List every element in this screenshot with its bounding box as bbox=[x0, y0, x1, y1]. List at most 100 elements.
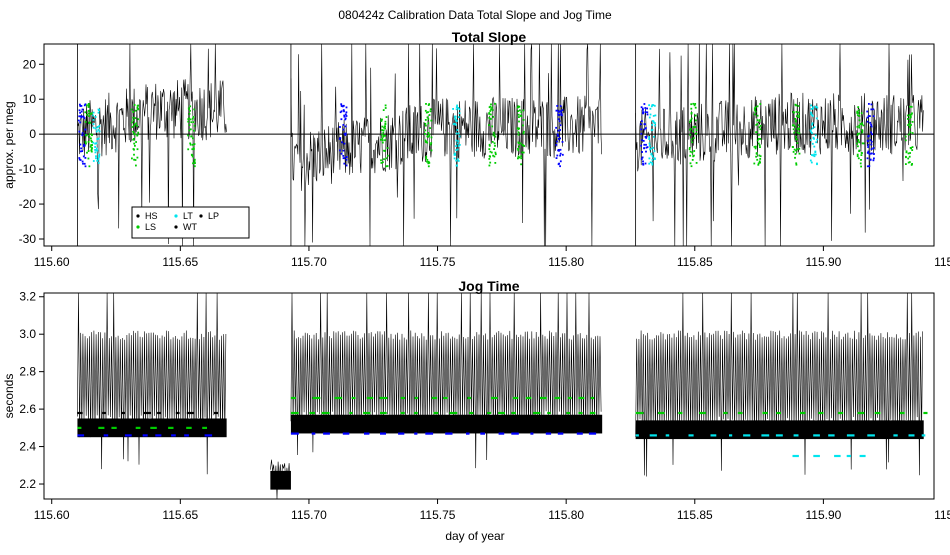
x-tick-label: 115.60 bbox=[34, 508, 70, 522]
cluster-point bbox=[83, 104, 86, 107]
cluster-point bbox=[646, 146, 649, 148]
cluster-point bbox=[189, 142, 192, 145]
cluster-point bbox=[493, 142, 496, 145]
jog-level-mark bbox=[874, 411, 881, 415]
cluster-point bbox=[857, 157, 860, 160]
legend-marker bbox=[136, 214, 140, 218]
jog-level-mark bbox=[539, 396, 547, 400]
cluster-point bbox=[455, 164, 458, 167]
cluster-point bbox=[384, 104, 387, 107]
cluster-point bbox=[488, 116, 491, 119]
cluster-point bbox=[384, 139, 386, 142]
cluster-point bbox=[645, 146, 648, 149]
cluster-point bbox=[381, 139, 384, 142]
cluster-point bbox=[517, 113, 520, 116]
cluster-point bbox=[753, 162, 756, 165]
cluster-point bbox=[133, 153, 135, 156]
cluster-point bbox=[757, 142, 760, 145]
cluster-point bbox=[384, 120, 387, 123]
jog-level-mark bbox=[443, 396, 448, 400]
cluster-point bbox=[489, 110, 492, 112]
cluster-point bbox=[517, 157, 519, 160]
cluster-point bbox=[85, 134, 88, 137]
cluster-point bbox=[190, 135, 193, 138]
cluster-point bbox=[558, 120, 561, 123]
cluster-point bbox=[911, 163, 913, 165]
calibration-cluster bbox=[639, 103, 649, 166]
cluster-point bbox=[192, 116, 195, 118]
calibration-cluster bbox=[688, 102, 698, 168]
cluster-point bbox=[518, 156, 521, 159]
cluster-point bbox=[79, 111, 81, 114]
cluster-point bbox=[910, 124, 912, 126]
cluster-point bbox=[691, 159, 694, 161]
jog-level-mark bbox=[554, 396, 561, 400]
cluster-point bbox=[78, 109, 81, 112]
cluster-point bbox=[97, 129, 100, 131]
jog-level-mark bbox=[142, 434, 148, 437]
cluster-point bbox=[340, 104, 343, 107]
cluster-point bbox=[88, 115, 91, 117]
cluster-point bbox=[792, 124, 795, 127]
cluster-point bbox=[454, 122, 456, 125]
cluster-point bbox=[755, 155, 757, 158]
jog-trace bbox=[290, 292, 602, 469]
cluster-point bbox=[97, 137, 100, 140]
cluster-point bbox=[386, 165, 389, 167]
cluster-point bbox=[813, 153, 816, 156]
jog-level-mark bbox=[533, 411, 541, 415]
cluster-point bbox=[430, 119, 433, 122]
cluster-point bbox=[455, 108, 458, 111]
cluster-point bbox=[519, 142, 522, 145]
cluster-point bbox=[871, 133, 873, 136]
cluster-point bbox=[83, 144, 86, 147]
cluster-point bbox=[809, 139, 812, 142]
y-tick-label: 10 bbox=[23, 92, 37, 106]
jog-level-mark bbox=[290, 411, 299, 415]
cluster-point bbox=[694, 119, 697, 122]
cluster-point bbox=[425, 157, 427, 160]
jog-level-mark bbox=[921, 434, 926, 437]
cluster-point bbox=[491, 125, 494, 128]
cluster-point bbox=[458, 108, 461, 111]
cluster-point bbox=[95, 142, 98, 145]
cluster-point bbox=[753, 145, 756, 148]
cluster-point bbox=[642, 162, 644, 165]
cluster-point bbox=[872, 147, 875, 149]
cluster-point bbox=[77, 119, 80, 122]
cluster-point bbox=[82, 155, 85, 158]
cluster-point bbox=[488, 148, 491, 150]
jog-level-mark bbox=[487, 411, 492, 415]
cluster-point bbox=[652, 104, 655, 106]
cluster-point bbox=[816, 106, 819, 109]
cluster-point bbox=[645, 150, 647, 153]
cluster-point bbox=[642, 109, 644, 111]
cluster-point bbox=[555, 126, 557, 129]
y-tick-label: 3.2 bbox=[19, 290, 36, 304]
cluster-point bbox=[493, 148, 495, 150]
x-tick-label: 115.85 bbox=[677, 508, 713, 522]
cluster-point bbox=[94, 151, 97, 154]
cluster-point bbox=[859, 162, 862, 165]
cluster-point bbox=[345, 158, 348, 161]
total-slope-panel: Total Slope 115.60 115.65 115.70 115.75 115.… bbox=[2, 29, 950, 269]
cluster-point bbox=[861, 122, 864, 125]
cluster-point bbox=[640, 144, 642, 147]
cluster-point bbox=[813, 145, 816, 148]
cluster-point bbox=[87, 104, 90, 107]
cluster-point bbox=[557, 111, 560, 113]
cluster-point bbox=[813, 126, 816, 129]
cluster-point bbox=[87, 109, 90, 112]
jog-level-mark bbox=[859, 454, 866, 458]
cluster-point bbox=[555, 109, 558, 112]
cluster-point bbox=[89, 145, 92, 148]
cluster-point bbox=[642, 163, 645, 166]
cluster-point bbox=[135, 141, 137, 143]
cluster-point bbox=[812, 107, 814, 110]
cluster-point bbox=[84, 121, 87, 123]
cluster-point bbox=[810, 104, 812, 107]
cluster-point bbox=[759, 155, 762, 158]
cluster-point bbox=[78, 115, 81, 118]
cluster-point bbox=[756, 119, 759, 121]
cluster-point bbox=[191, 155, 194, 158]
